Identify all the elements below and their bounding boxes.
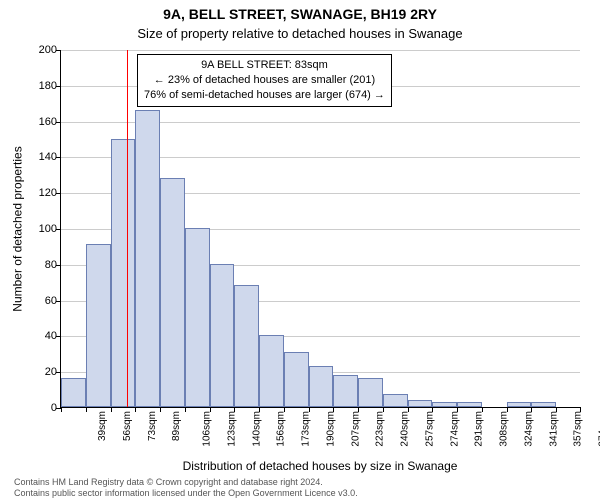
histogram-bar — [358, 378, 383, 407]
x-tick-label: 324sqm — [524, 411, 535, 447]
x-tick-mark — [580, 407, 581, 412]
x-tick-label: 223sqm — [375, 411, 386, 447]
x-tick-label: 89sqm — [171, 411, 182, 441]
x-tick-mark — [284, 407, 285, 412]
histogram-bar — [111, 139, 136, 408]
y-tick-label: 140 — [39, 151, 57, 163]
x-tick-mark — [507, 407, 508, 412]
annotation-line: 76% of semi-detached houses are larger (… — [144, 88, 385, 103]
histogram-bar — [383, 394, 408, 407]
x-tick-label: 173sqm — [301, 411, 312, 447]
reference-line — [127, 50, 128, 407]
x-tick-label: 274sqm — [449, 411, 460, 447]
x-tick-mark — [185, 407, 186, 412]
histogram-bar — [135, 110, 160, 407]
y-tick-label: 80 — [45, 259, 57, 271]
histogram-bar — [531, 402, 556, 407]
histogram-bar — [234, 285, 259, 407]
y-tick-label: 60 — [45, 295, 57, 307]
x-tick-mark — [259, 407, 260, 412]
y-tick-label: 200 — [39, 44, 57, 56]
chart-subtitle: Size of property relative to detached ho… — [0, 26, 600, 41]
x-tick-label: 240sqm — [400, 411, 411, 447]
y-tick-label: 20 — [45, 366, 57, 378]
x-tick-label: 106sqm — [202, 411, 213, 447]
histogram-bar — [61, 378, 86, 407]
x-tick-label: 357sqm — [573, 411, 584, 447]
x-tick-mark — [482, 407, 483, 412]
annotation-box: 9A BELL STREET: 83sqm← 23% of detached h… — [137, 54, 392, 107]
y-tick-label: 0 — [51, 402, 57, 414]
x-tick-mark — [556, 407, 557, 412]
histogram-bar — [507, 402, 532, 407]
x-tick-label: 73sqm — [147, 411, 158, 441]
x-axis-label: Distribution of detached houses by size … — [60, 459, 580, 473]
x-tick-label: 39sqm — [97, 411, 108, 441]
grid-line — [61, 50, 580, 51]
histogram-bar — [210, 264, 235, 407]
x-tick-mark — [61, 407, 62, 412]
property-size-histogram: 9A, BELL STREET, SWANAGE, BH19 2RY Size … — [0, 0, 600, 500]
y-axis-label-container: Number of detached properties — [10, 50, 26, 408]
x-tick-mark — [210, 407, 211, 412]
y-axis-label: Number of detached properties — [11, 146, 25, 311]
x-tick-mark — [160, 407, 161, 412]
histogram-bar — [309, 366, 334, 407]
x-tick-mark — [383, 407, 384, 412]
y-tick-label: 120 — [39, 187, 57, 199]
x-tick-mark — [234, 407, 235, 412]
histogram-bar — [259, 335, 284, 407]
histogram-bar — [185, 228, 210, 407]
x-tick-label: 156sqm — [276, 411, 287, 447]
x-tick-mark — [111, 407, 112, 412]
x-tick-label: 56sqm — [122, 411, 133, 441]
histogram-bar — [86, 244, 111, 407]
footnote-line: Contains public sector information licen… — [14, 488, 358, 498]
x-tick-mark — [531, 407, 532, 412]
plot-area: 02040608010012014016018020039sqm56sqm73s… — [60, 50, 580, 408]
histogram-bar — [457, 402, 482, 407]
x-tick-mark — [432, 407, 433, 412]
footnote-line: Contains HM Land Registry data © Crown c… — [14, 477, 358, 487]
x-tick-mark — [358, 407, 359, 412]
x-tick-label: 123sqm — [226, 411, 237, 447]
chart-title: 9A, BELL STREET, SWANAGE, BH19 2RY — [0, 6, 600, 22]
x-tick-label: 190sqm — [325, 411, 336, 447]
chart-footnote: Contains HM Land Registry data © Crown c… — [14, 477, 358, 498]
y-tick-label: 180 — [39, 80, 57, 92]
x-tick-mark — [408, 407, 409, 412]
x-tick-mark — [309, 407, 310, 412]
x-tick-label: 341sqm — [548, 411, 559, 447]
y-tick-label: 160 — [39, 116, 57, 128]
histogram-bar — [284, 352, 309, 407]
x-tick-mark — [86, 407, 87, 412]
annotation-line: ← 23% of detached houses are smaller (20… — [144, 73, 385, 88]
x-tick-label: 207sqm — [350, 411, 361, 447]
histogram-bar — [333, 375, 358, 407]
annotation-line: 9A BELL STREET: 83sqm — [144, 58, 385, 73]
x-tick-label: 140sqm — [251, 411, 262, 447]
histogram-bar — [160, 178, 185, 407]
y-tick-label: 100 — [39, 223, 57, 235]
histogram-bar — [432, 402, 457, 407]
x-tick-mark — [333, 407, 334, 412]
y-tick-label: 40 — [45, 330, 57, 342]
x-tick-mark — [457, 407, 458, 412]
histogram-bar — [408, 400, 433, 407]
x-tick-label: 308sqm — [499, 411, 510, 447]
x-tick-label: 291sqm — [474, 411, 485, 447]
x-tick-mark — [135, 407, 136, 412]
x-tick-label: 257sqm — [424, 411, 435, 447]
